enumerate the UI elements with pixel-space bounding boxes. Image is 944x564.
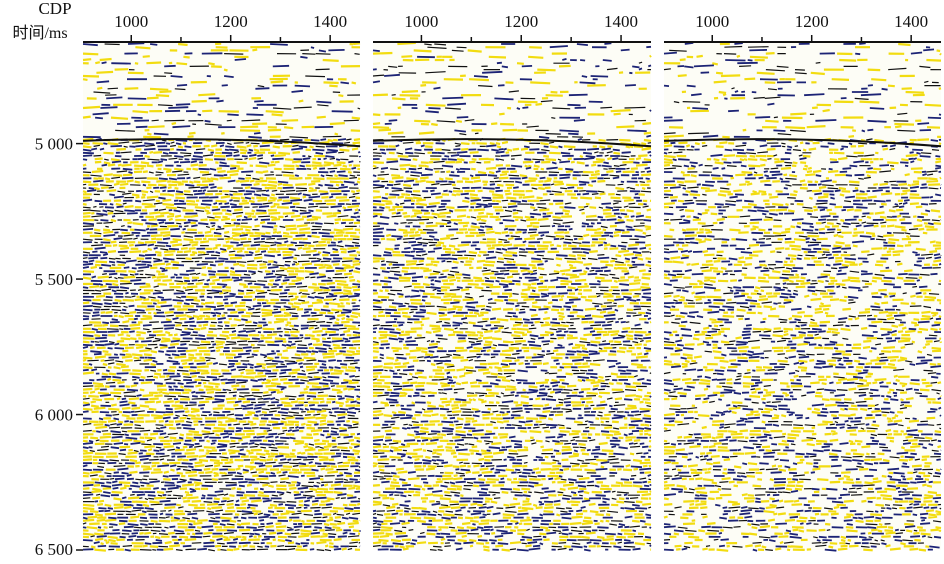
x-tick-label: 1400: [313, 12, 347, 31]
texture-black: [372, 43, 652, 551]
texture-black: [663, 45, 942, 551]
y-tick-label: 6 500: [35, 540, 73, 559]
texture-black: [82, 43, 361, 552]
texture-yellow: [372, 41, 652, 552]
x-tick-label: 1400: [894, 12, 928, 31]
y-tick-label: 5 500: [35, 270, 73, 289]
x-tick-label: 1000: [114, 12, 148, 31]
x-tick-label: 1200: [214, 12, 248, 31]
seismic-panel: 1000 1200 1400: [663, 12, 943, 552]
x-tick-label: 1000: [695, 12, 729, 31]
y-tick-label: 5 000: [35, 135, 73, 154]
y-tick-label: 6 000: [35, 406, 73, 425]
x-tick-label: 1400: [604, 12, 638, 31]
texture-yellow: [663, 42, 943, 552]
seismic-panel: 1000 1200 1400: [82, 12, 362, 552]
texture-blue: [82, 42, 361, 552]
reflector: [372, 138, 652, 148]
texture-yellow: [82, 42, 362, 552]
reflector: [663, 138, 942, 148]
x-tick-label: 1000: [404, 12, 438, 31]
seismic-panel: 1000 1200 1400: [372, 12, 652, 552]
x-axis-label: CDP: [38, 0, 71, 18]
texture-blue: [663, 41, 942, 552]
reflector: [82, 138, 361, 148]
x-tick-label: 1200: [504, 12, 538, 31]
texture-blue: [372, 42, 652, 552]
x-tick-label: 1200: [795, 12, 829, 31]
y-axis-label: 时间/ms: [12, 24, 67, 42]
